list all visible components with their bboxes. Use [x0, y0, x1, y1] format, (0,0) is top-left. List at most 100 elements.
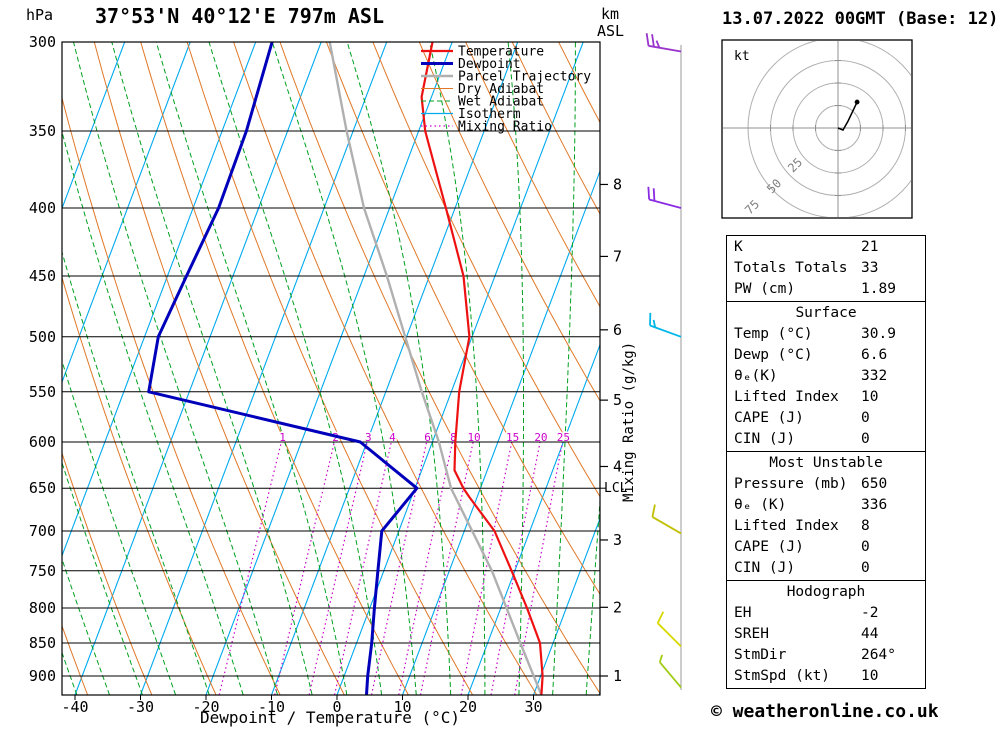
stats-row: CIN (J) 0 — [727, 558, 925, 579]
pressure-tick-label: 350 — [29, 122, 56, 140]
stat-label: Dewp (°C) — [734, 347, 813, 363]
legend-label: Mixing Ratio — [458, 120, 552, 135]
mixing-ratio-line — [419, 432, 476, 695]
axis-tick-labels: 300350400450500550600650700750800850900-… — [29, 33, 637, 716]
dry-adiabat — [186, 42, 474, 695]
isotherm — [467, 343, 600, 695]
stats-row: CIN (J) 0 — [727, 429, 925, 450]
stat-value: 336 — [861, 497, 888, 513]
stat-value: 21 — [861, 239, 879, 255]
stat-label: PW (cm) — [734, 281, 796, 297]
pressure-tick-label: 700 — [29, 522, 56, 540]
stats-row: SREH 44 — [727, 624, 925, 645]
dry-adiabat — [279, 42, 600, 695]
stats-row: K 21 — [727, 237, 925, 258]
isotherm — [62, 42, 191, 384]
wet-adiabat — [552, 42, 576, 695]
stat-value: 1.89 — [861, 281, 896, 297]
dry-adiabat — [465, 42, 600, 308]
pressure-tick-label: 800 — [29, 599, 56, 617]
legend-label: Isotherm — [458, 107, 521, 122]
stat-label: K — [734, 239, 743, 255]
sounding-curves — [147, 42, 544, 695]
stat-label: CIN (J) — [734, 560, 796, 576]
wind-barb — [651, 504, 682, 535]
km-tick-label: 4 — [613, 457, 622, 475]
mixing-ratio-line — [308, 432, 371, 695]
pressure-tick-label: 400 — [29, 199, 56, 217]
stats-row: Temp (°C) 30.9 — [727, 324, 925, 345]
wet-adiabat — [62, 359, 177, 695]
km-tick-label: 6 — [613, 321, 622, 339]
stat-label: θₑ (K) — [734, 497, 787, 513]
wind-barb — [647, 186, 682, 209]
mixing-ratio-line — [218, 432, 285, 695]
wet-adiabat — [111, 42, 313, 695]
altitude-axis-unit-km: km — [601, 5, 620, 23]
temp-tick-label: 10 — [393, 698, 411, 716]
mixing-ratio-line — [333, 432, 395, 695]
temp-tick-label: -20 — [192, 698, 219, 716]
stats-row: Pressure (mb) 650 — [727, 474, 925, 495]
temp-tick-label: -10 — [258, 698, 285, 716]
pressure-tick-label: 550 — [29, 383, 56, 401]
stats-row: Lifted Index 10 — [727, 387, 925, 408]
stats-panel: K 21 Totals Totals 33 PW (cm) 1.89 Surface Temp… — [726, 235, 926, 689]
wet-adiabat — [271, 42, 417, 695]
stat-value: 650 — [861, 476, 888, 492]
pressure-tick-label: 450 — [29, 267, 56, 285]
stats-section: Surface Temp (°C) 30.9 Dewp (°C) 6.6 θₑ(K) 332… — [726, 301, 926, 452]
wet-adiabat — [155, 42, 348, 695]
stat-value: 332 — [861, 368, 888, 384]
temp-tick-label: 0 — [332, 698, 341, 716]
dry-adiabat — [0, 42, 24, 695]
stat-value: 8 — [861, 518, 870, 534]
stats-section: Hodograph EH -2 SREH 44 StmDir 264° StmSpd (kt)… — [726, 580, 926, 689]
stats-row: θₑ (K) 336 — [727, 495, 925, 516]
stats-row: EH -2 — [727, 603, 925, 624]
wet-adiabat — [346, 42, 452, 695]
mixing-ratio-line — [460, 432, 515, 695]
stat-label: CAPE (J) — [734, 539, 804, 555]
stat-value: 0 — [861, 539, 870, 555]
stat-label: Lifted Index — [734, 518, 839, 534]
stats-section-header: Hodograph — [786, 584, 866, 600]
dry-adiabat — [372, 42, 600, 498]
stats-row: StmDir 264° — [727, 645, 925, 666]
stat-value: 44 — [861, 626, 879, 642]
stat-value: 10 — [861, 668, 879, 684]
stats-section: Most Unstable Pressure (mb) 650 θₑ (K) 336 Li… — [726, 451, 926, 581]
wind-barb — [649, 312, 682, 338]
wind-barb — [656, 611, 682, 648]
legend-label: Parcel Trajectory — [458, 70, 591, 85]
temp-tick-label: 20 — [459, 698, 477, 716]
dry-adiabat — [62, 96, 281, 695]
wind-barb — [645, 33, 682, 53]
temp-tick-label: -30 — [127, 698, 154, 716]
stat-value: 0 — [861, 560, 870, 576]
stats-row: CAPE (J) 0 — [727, 537, 925, 558]
stat-label: StmSpd (kt) — [734, 668, 831, 684]
stat-value: 6.6 — [861, 347, 888, 363]
wind-barb — [658, 654, 682, 689]
km-tick-label: 7 — [613, 247, 622, 265]
isotherm — [401, 169, 600, 695]
hodograph-ring-label: 75 — [742, 197, 762, 217]
dewpoint-curve — [147, 42, 419, 695]
parcel-trajectory-curve — [328, 42, 543, 695]
temp-tick-label: 30 — [524, 698, 542, 716]
mixing-ratio-value-label: 25 — [557, 431, 570, 444]
dry-adiabat — [233, 42, 538, 695]
page-title: 37°53'N 40°12'E 797m ASL — [95, 4, 384, 28]
isotherm — [336, 42, 584, 695]
pressure-axis-unit: hPa — [26, 6, 54, 24]
stat-label: CIN (J) — [734, 431, 796, 447]
stat-label: StmDir — [734, 647, 787, 663]
wet-adiabat — [73, 42, 278, 695]
km-tick-label: 8 — [613, 175, 622, 193]
pressure-tick-label: 650 — [29, 479, 56, 497]
stats-section-header: Surface — [795, 305, 857, 321]
mixing-ratio-line — [370, 432, 430, 695]
